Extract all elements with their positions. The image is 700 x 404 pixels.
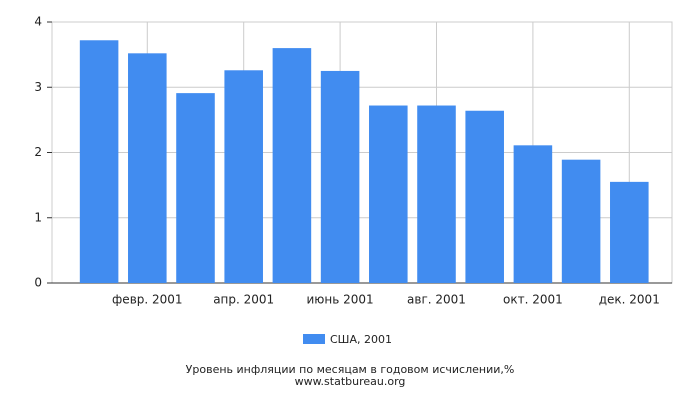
x-tick-label: июнь 2001: [307, 293, 374, 307]
bar: [369, 105, 408, 284]
bar: [610, 181, 649, 283]
bar: [272, 48, 312, 283]
y-tick-label: 1: [34, 210, 42, 224]
y-tick-label: 2: [34, 145, 42, 159]
x-tick-label: дек. 2001: [599, 293, 660, 307]
bar: [561, 159, 601, 283]
legend-label: США, 2001: [330, 333, 392, 346]
bar: [176, 93, 215, 283]
bar: [128, 53, 167, 283]
legend-swatch: [303, 334, 325, 344]
bar: [320, 70, 360, 283]
bar: [79, 40, 119, 283]
y-tick-label: 0: [34, 276, 42, 290]
x-tick-label: авг. 2001: [407, 293, 466, 307]
x-tick-label: февр. 2001: [112, 293, 183, 307]
bar: [224, 70, 263, 283]
bar: [417, 105, 456, 284]
y-tick-label: 3: [34, 80, 42, 94]
bar: [465, 110, 504, 284]
bar: [513, 145, 553, 283]
x-tick-label: апр. 2001: [213, 293, 274, 307]
source: www.statbureau.org: [295, 375, 406, 388]
chart-title: Уровень инфляции по месяцам в годовом ис…: [186, 363, 515, 376]
y-tick-label: 4: [34, 15, 42, 29]
x-tick-label: окт. 2001: [503, 293, 563, 307]
